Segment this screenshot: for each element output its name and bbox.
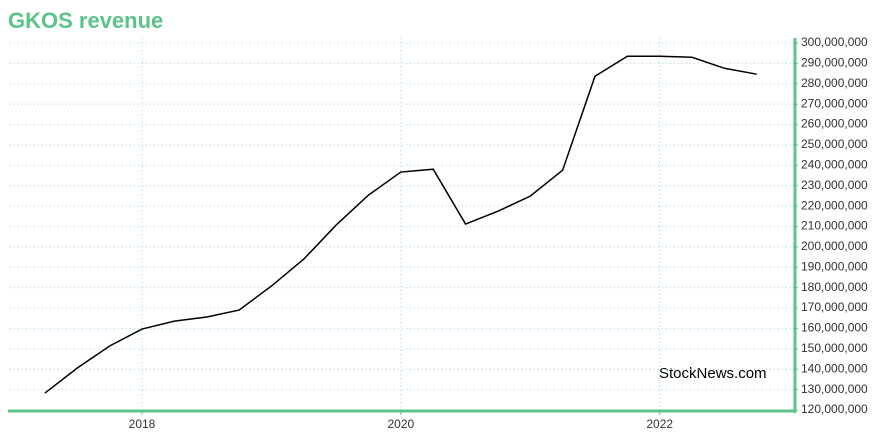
y-tick-label: 290,000,000 — [801, 56, 868, 70]
y-tick-label: 250,000,000 — [801, 137, 868, 151]
y-tick-label: 210,000,000 — [801, 219, 868, 233]
chart-title: GKOS revenue — [8, 8, 163, 33]
y-tick-label: 300,000,000 — [801, 35, 868, 49]
y-tick-label: 150,000,000 — [801, 341, 868, 355]
y-tick-label: 200,000,000 — [801, 239, 868, 253]
x-tick-label: 2022 — [646, 417, 673, 431]
y-tick-label: 130,000,000 — [801, 382, 868, 396]
y-tick-label: 260,000,000 — [801, 117, 868, 131]
y-tick-label: 140,000,000 — [801, 361, 868, 375]
y-tick-label: 240,000,000 — [801, 158, 868, 172]
y-tick-label: 190,000,000 — [801, 259, 868, 273]
y-tick-label: 160,000,000 — [801, 321, 868, 335]
y-tick-label: 230,000,000 — [801, 178, 868, 192]
x-tick-label: 2018 — [129, 417, 156, 431]
line-series — [44, 55, 757, 394]
x-tick-label: 2020 — [388, 417, 415, 431]
watermark: StockNews.com — [659, 365, 767, 382]
y-tick-label: 280,000,000 — [801, 76, 868, 90]
y-tick-label: 220,000,000 — [801, 198, 868, 212]
y-tick-label: 270,000,000 — [801, 96, 868, 110]
y-tick-label: 170,000,000 — [801, 300, 868, 314]
y-tick-label: 120,000,000 — [801, 402, 868, 416]
y-tick-label: 180,000,000 — [801, 280, 868, 294]
